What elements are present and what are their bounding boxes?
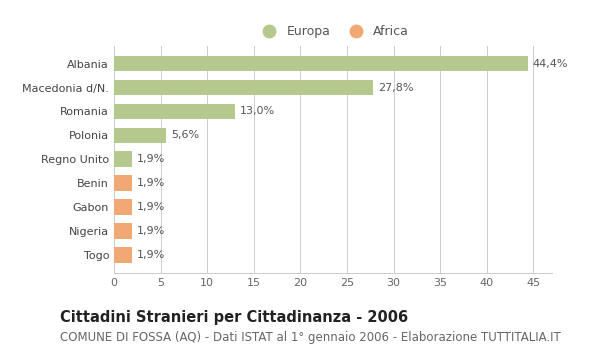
Bar	[114, 247, 132, 262]
Bar	[114, 175, 132, 191]
Bar	[114, 80, 373, 95]
Legend: Europa, Africa: Europa, Africa	[252, 20, 414, 43]
Bar	[114, 199, 132, 215]
Text: 1,9%: 1,9%	[136, 178, 164, 188]
Text: 5,6%: 5,6%	[171, 130, 199, 140]
Bar	[114, 127, 166, 143]
Text: 1,9%: 1,9%	[136, 154, 164, 164]
Text: COMUNE DI FOSSA (AQ) - Dati ISTAT al 1° gennaio 2006 - Elaborazione TUTTITALIA.I: COMUNE DI FOSSA (AQ) - Dati ISTAT al 1° …	[60, 331, 561, 344]
Text: 27,8%: 27,8%	[378, 83, 413, 92]
Text: 1,9%: 1,9%	[136, 226, 164, 236]
Bar	[114, 152, 132, 167]
Text: Cittadini Stranieri per Cittadinanza - 2006: Cittadini Stranieri per Cittadinanza - 2…	[60, 310, 408, 325]
Bar	[114, 104, 235, 119]
Bar	[114, 223, 132, 239]
Bar	[114, 56, 528, 71]
Text: 44,4%: 44,4%	[532, 58, 568, 69]
Text: 1,9%: 1,9%	[136, 202, 164, 212]
Text: 1,9%: 1,9%	[136, 250, 164, 260]
Text: 13,0%: 13,0%	[240, 106, 275, 117]
